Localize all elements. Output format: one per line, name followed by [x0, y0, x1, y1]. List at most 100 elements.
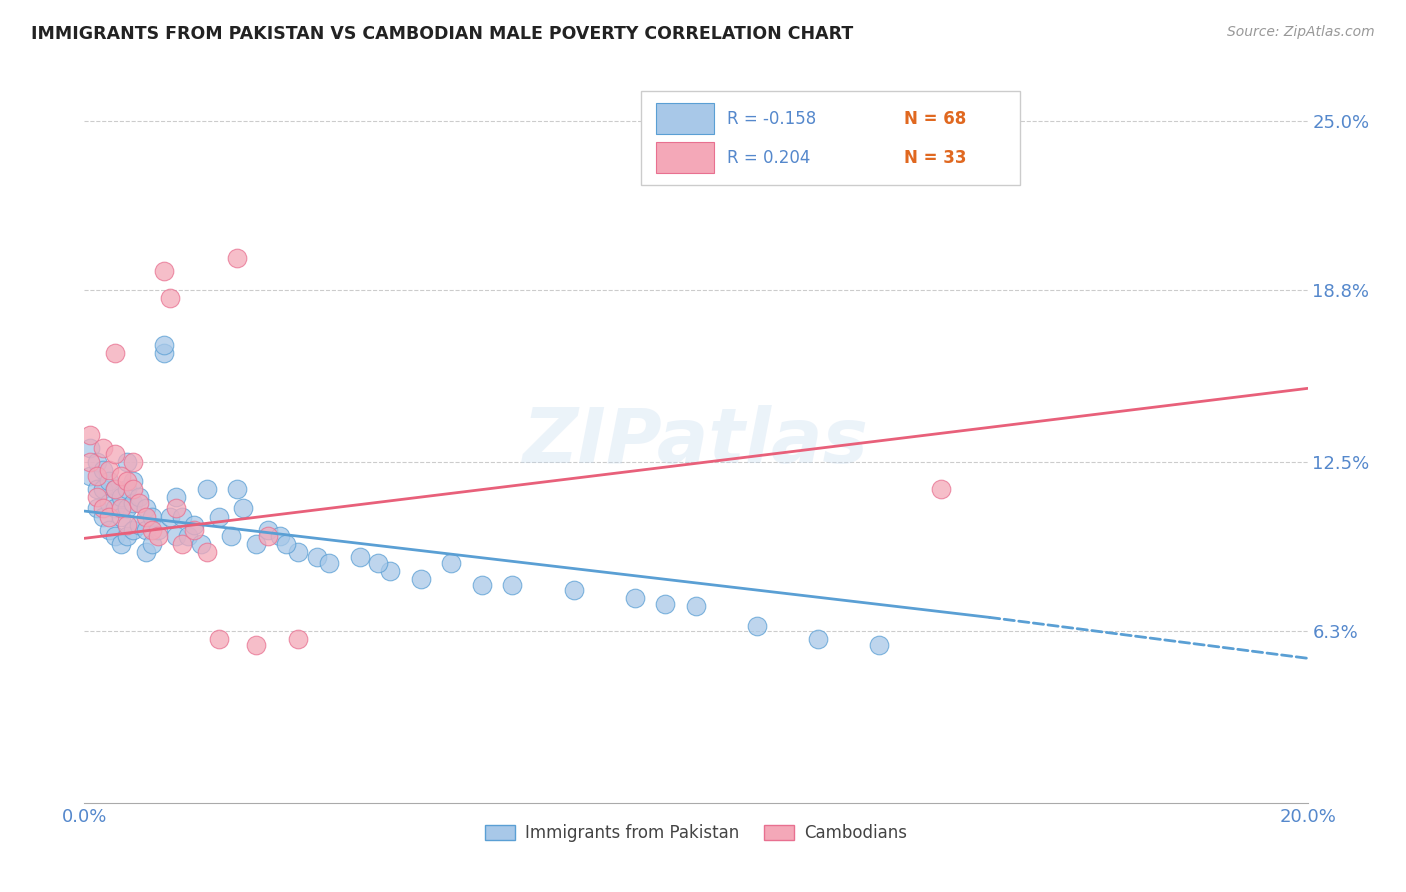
- Point: [79, 442, 101, 456]
- FancyBboxPatch shape: [655, 103, 714, 134]
- Point: [141, 537, 163, 551]
- FancyBboxPatch shape: [655, 143, 714, 173]
- Point: [380, 564, 402, 578]
- Point: [183, 523, 205, 537]
- Point: [245, 638, 267, 652]
- Point: [141, 509, 163, 524]
- Point: [86, 468, 108, 483]
- Point: [97, 474, 120, 488]
- Point: [349, 550, 371, 565]
- Point: [146, 528, 169, 542]
- Point: [110, 491, 132, 505]
- Point: [128, 491, 150, 505]
- Point: [115, 455, 138, 469]
- Point: [97, 523, 120, 537]
- Point: [79, 468, 101, 483]
- Point: [153, 346, 176, 360]
- Point: [226, 482, 249, 496]
- Point: [747, 618, 769, 632]
- Point: [409, 572, 432, 586]
- Point: [195, 482, 218, 496]
- Text: R = 0.204: R = 0.204: [727, 149, 810, 167]
- Point: [269, 528, 291, 542]
- Point: [153, 337, 176, 351]
- Point: [257, 523, 280, 537]
- Point: [367, 556, 389, 570]
- Point: [172, 537, 194, 551]
- Point: [86, 491, 108, 505]
- Point: [104, 447, 127, 461]
- Point: [685, 599, 707, 614]
- Point: [91, 442, 114, 456]
- Point: [807, 632, 830, 647]
- Point: [79, 455, 101, 469]
- Point: [115, 517, 138, 532]
- Point: [141, 523, 163, 537]
- Point: [232, 501, 254, 516]
- Point: [86, 455, 108, 469]
- Point: [219, 528, 242, 542]
- Point: [135, 523, 157, 537]
- Text: N = 68: N = 68: [904, 110, 966, 128]
- Point: [287, 545, 309, 559]
- Point: [471, 577, 494, 591]
- Point: [177, 528, 200, 542]
- Point: [153, 264, 176, 278]
- Point: [165, 501, 187, 516]
- Point: [110, 537, 132, 551]
- Point: [122, 455, 145, 469]
- Point: [122, 523, 145, 537]
- Point: [195, 545, 218, 559]
- Point: [110, 509, 132, 524]
- Point: [165, 491, 187, 505]
- Point: [146, 523, 169, 537]
- Text: R = -0.158: R = -0.158: [727, 110, 815, 128]
- Point: [624, 591, 647, 606]
- Point: [97, 509, 120, 524]
- Point: [183, 517, 205, 532]
- Point: [104, 501, 127, 516]
- Point: [135, 501, 157, 516]
- Point: [97, 496, 120, 510]
- Point: [208, 509, 231, 524]
- Point: [110, 501, 132, 516]
- Point: [305, 550, 328, 565]
- Point: [287, 632, 309, 647]
- Point: [276, 537, 298, 551]
- Text: ZIPatlas: ZIPatlas: [523, 405, 869, 478]
- Point: [97, 463, 120, 477]
- Point: [104, 482, 127, 496]
- Point: [208, 632, 231, 647]
- Point: [159, 292, 181, 306]
- Point: [128, 517, 150, 532]
- Point: [79, 427, 101, 442]
- Point: [318, 556, 340, 570]
- Point: [91, 463, 114, 477]
- Point: [654, 597, 676, 611]
- Point: [257, 528, 280, 542]
- Point: [110, 468, 132, 483]
- Point: [122, 482, 145, 496]
- Point: [135, 509, 157, 524]
- Point: [104, 346, 127, 360]
- Point: [190, 537, 212, 551]
- Point: [115, 474, 138, 488]
- Point: [104, 482, 127, 496]
- Point: [135, 545, 157, 559]
- Text: IMMIGRANTS FROM PAKISTAN VS CAMBODIAN MALE POVERTY CORRELATION CHART: IMMIGRANTS FROM PAKISTAN VS CAMBODIAN MA…: [31, 25, 853, 43]
- Point: [991, 155, 1014, 169]
- Point: [165, 528, 187, 542]
- Legend: Immigrants from Pakistan, Cambodians: Immigrants from Pakistan, Cambodians: [478, 817, 914, 848]
- Point: [122, 474, 145, 488]
- Text: N = 33: N = 33: [904, 149, 966, 167]
- Point: [159, 509, 181, 524]
- Text: Source: ZipAtlas.com: Source: ZipAtlas.com: [1227, 25, 1375, 39]
- Point: [128, 496, 150, 510]
- Point: [929, 482, 952, 496]
- FancyBboxPatch shape: [641, 91, 1021, 185]
- Point: [91, 509, 114, 524]
- Point: [869, 638, 891, 652]
- Point: [502, 577, 524, 591]
- Point: [115, 482, 138, 496]
- Point: [562, 583, 585, 598]
